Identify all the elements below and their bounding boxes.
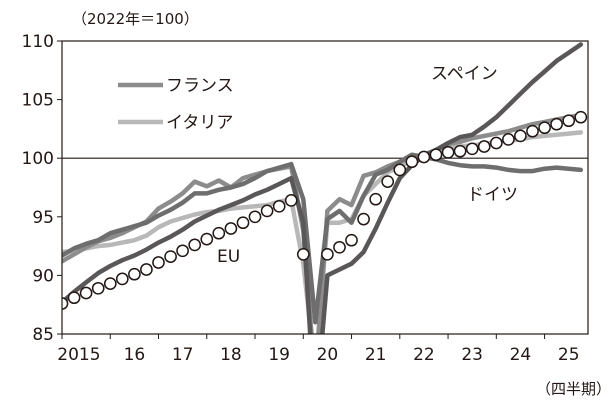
series-line-spain (62, 42, 584, 334)
y-tick-label: 110 (22, 32, 54, 52)
eu-point (284, 194, 298, 207)
eu-point (526, 124, 539, 138)
x-tick-label: 21 (365, 345, 387, 365)
eu-point (176, 244, 189, 258)
y-tick-label: 85 (32, 325, 54, 345)
legend-label-france: フランス (166, 76, 234, 96)
x-tick-label: 24 (510, 345, 532, 365)
eu-point (164, 250, 177, 263)
eu-point (441, 145, 455, 159)
eu-point (369, 192, 383, 206)
line-label-germany: ドイツ (467, 185, 518, 205)
legend-label-italy: イタリア (166, 113, 233, 133)
x-tick-label: 18 (220, 345, 242, 365)
eu-point (115, 272, 129, 286)
eu-point (200, 232, 214, 246)
eu-point (260, 204, 274, 218)
eu-point (550, 117, 563, 131)
eu-point (417, 150, 431, 164)
eu-point (489, 136, 503, 150)
y-tick-label: 105 (22, 91, 54, 111)
x-tick-label: 25 (558, 345, 580, 365)
x-axis-ticks: 2015 16 17 18 19 20 21 22 23 24 25 (57, 334, 580, 365)
eu-point (321, 247, 334, 261)
eu-point (465, 142, 479, 156)
eu-point (357, 212, 370, 226)
x-tick-label: 16 (124, 345, 146, 365)
eu-point (79, 286, 93, 300)
eu-point (140, 263, 153, 276)
eu-point (429, 148, 443, 162)
legend: フランス イタリア (118, 76, 234, 133)
x-tick-label: 17 (172, 345, 194, 365)
eu-point (453, 144, 467, 158)
units-top-label: （2022年＝100） (72, 10, 199, 28)
y-axis-ticks: 85 90 95 100 105 110 (22, 32, 62, 345)
eu-point (514, 129, 527, 143)
eu-point (188, 238, 202, 252)
eu-point (562, 114, 576, 128)
x-tick-label: 22 (413, 345, 435, 365)
eu-point (502, 133, 515, 146)
eu-point (393, 163, 407, 177)
eu-point (91, 281, 105, 295)
series-line-germany (62, 152, 584, 325)
line-label-eu: EU (217, 247, 240, 267)
eu-point (128, 267, 141, 281)
eu-point (405, 155, 419, 169)
eu-point (310, 393, 321, 403)
eu-point (103, 277, 117, 290)
units-bottom-label: （四半期） (536, 380, 611, 398)
eu-point (272, 199, 286, 213)
eu-point (574, 110, 588, 124)
series-line-france (62, 112, 584, 334)
plot-frame (61, 40, 589, 335)
y-tick-label: 100 (22, 149, 54, 169)
x-tick-label: 19 (268, 345, 290, 365)
eu-point (333, 240, 346, 254)
eu-point (538, 121, 551, 135)
eu-point (296, 247, 310, 261)
eu-point (477, 140, 491, 153)
eu-point (248, 210, 262, 224)
line-label-spain: スペイン (431, 64, 498, 84)
eu-point (152, 256, 165, 269)
eu-point (67, 291, 81, 305)
eu-point (345, 233, 358, 247)
series-lines (62, 42, 588, 403)
x-tick-label: 23 (461, 345, 483, 365)
eu-point (212, 226, 226, 240)
eu-point (236, 216, 250, 230)
x-tick-label: 20 (317, 345, 339, 365)
x-tick-label: 2015 (57, 345, 100, 365)
y-tick-label: 95 (32, 208, 54, 228)
y-tick-label: 90 (32, 266, 54, 286)
eu-point (381, 175, 395, 188)
eu-point (224, 222, 238, 235)
